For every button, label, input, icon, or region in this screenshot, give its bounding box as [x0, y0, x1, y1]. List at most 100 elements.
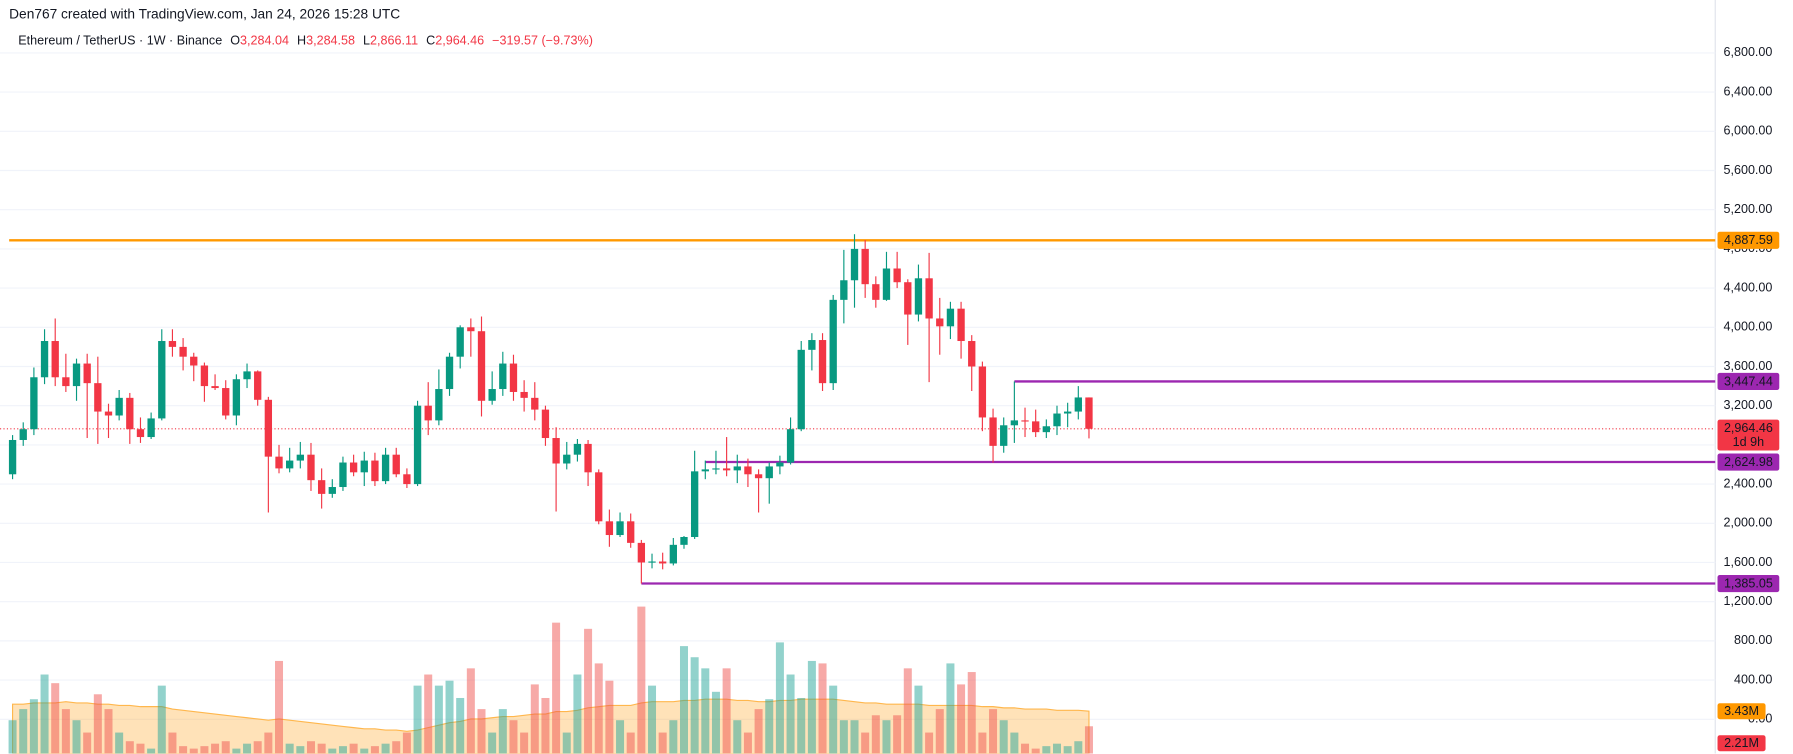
- candle-body: [882, 268, 891, 300]
- volume-label: 2.21M: [1724, 736, 1759, 750]
- legend-change: −319.57 (−9.73%): [492, 34, 593, 49]
- volume-bar: [488, 732, 497, 754]
- candle-body: [509, 363, 518, 392]
- candle-body: [349, 462, 358, 473]
- volume-bar: [743, 732, 752, 754]
- candle-body: [627, 521, 635, 543]
- volume-bar: [296, 746, 305, 754]
- candle-body: [1063, 411, 1072, 414]
- volume-bar: [989, 709, 998, 754]
- level-tag: [1717, 231, 1780, 249]
- y-tick-label: 4,000.00: [1724, 320, 1773, 334]
- candle-body: [1000, 425, 1008, 446]
- candle-body: [264, 399, 273, 457]
- volume-bar: [1031, 748, 1040, 754]
- volume-bar: [424, 674, 433, 754]
- y-tick-label: 3,200.00: [1724, 398, 1773, 412]
- volume-bar: [786, 674, 795, 754]
- volume-bar: [1084, 726, 1093, 754]
- candle-body: [296, 454, 304, 461]
- candle-body: [531, 397, 539, 410]
- candle-body: [232, 379, 241, 416]
- candle-body: [190, 356, 198, 366]
- volume-bar: [328, 748, 337, 754]
- volume-bar: [125, 741, 134, 754]
- candle-body: [403, 474, 411, 485]
- volume-bar: [136, 743, 145, 754]
- volume-bar: [925, 732, 934, 754]
- candle-body: [722, 468, 731, 471]
- volume-bar: [370, 746, 379, 754]
- level-tag-label: 2,624.98: [1724, 455, 1773, 469]
- legend-key: O: [230, 34, 241, 49]
- candle-body: [808, 340, 816, 350]
- candle-body: [669, 544, 677, 564]
- candle-body: [1085, 397, 1093, 429]
- volume-bar: [93, 694, 102, 754]
- volume-bar: [498, 709, 507, 754]
- volume-bar: [72, 720, 81, 754]
- candle-body: [744, 466, 752, 475]
- volume-bar: [275, 660, 284, 754]
- level-tag-label: 1,385.05: [1724, 576, 1773, 590]
- volume-bar: [605, 680, 614, 754]
- last-price-tag: [1717, 419, 1780, 451]
- volume-bar: [243, 743, 252, 754]
- volume-bar: [616, 720, 625, 754]
- y-tick-label: 5,600.00: [1724, 163, 1773, 177]
- watermark: Den767 created with TradingView.com, Jan…: [9, 5, 401, 22]
- legend-value: 2,866.11: [370, 34, 419, 49]
- volume-bar: [381, 743, 390, 754]
- volume-bar: [978, 732, 987, 754]
- candle-body: [40, 341, 49, 378]
- level-tag: [1717, 574, 1780, 593]
- candle-body: [19, 429, 27, 440]
- legend-value: 3,284.58: [306, 34, 356, 49]
- candle-body: [733, 466, 741, 471]
- candle-body: [424, 405, 432, 421]
- volume-bar: [83, 732, 92, 754]
- volume-bar: [648, 685, 657, 754]
- symbol-legend: Ethereum / TetherUS · 1W · Binance O 3,28…: [18, 34, 601, 48]
- candle-body: [477, 331, 486, 401]
- volume-bar: [104, 709, 113, 754]
- volume-bar: [914, 685, 923, 754]
- candle-body: [914, 278, 923, 315]
- candle-body: [978, 366, 987, 418]
- candle-body: [989, 417, 997, 446]
- candle-body: [595, 472, 603, 522]
- volume-bar: [935, 709, 944, 754]
- volume-bar: [157, 685, 166, 754]
- volume-bar: [232, 748, 241, 754]
- candle-body: [179, 346, 187, 357]
- candle-body: [413, 405, 422, 485]
- y-tick-label: 3,600.00: [1724, 359, 1773, 373]
- y-tick-label: 6,800.00: [1724, 45, 1773, 59]
- candle-body: [861, 248, 869, 285]
- volume-bar: [1042, 746, 1051, 754]
- level-tag: [1717, 453, 1780, 471]
- candle-body: [488, 389, 496, 401]
- volume-bar: [541, 697, 550, 754]
- volume-bar: [338, 746, 347, 754]
- candle-body: [840, 280, 848, 300]
- volume-bar: [317, 743, 326, 754]
- candle-body: [541, 409, 550, 439]
- candle-body: [286, 460, 294, 469]
- last-price-label: 2,964.46: [1724, 421, 1773, 435]
- candle-body: [200, 365, 209, 387]
- volume-bar: [903, 668, 912, 754]
- legend-value: 2,964.46: [435, 34, 485, 49]
- candle-body: [904, 282, 912, 315]
- volume-bar: [179, 746, 188, 754]
- volume-bar: [168, 732, 177, 754]
- candle-body: [659, 561, 667, 564]
- volume-bar: [477, 709, 486, 754]
- candle-body: [30, 377, 38, 430]
- volume-bar: [882, 720, 891, 754]
- candle-body: [648, 561, 656, 563]
- candle-body: [94, 383, 102, 412]
- y-tick-label: 1,600.00: [1724, 555, 1773, 569]
